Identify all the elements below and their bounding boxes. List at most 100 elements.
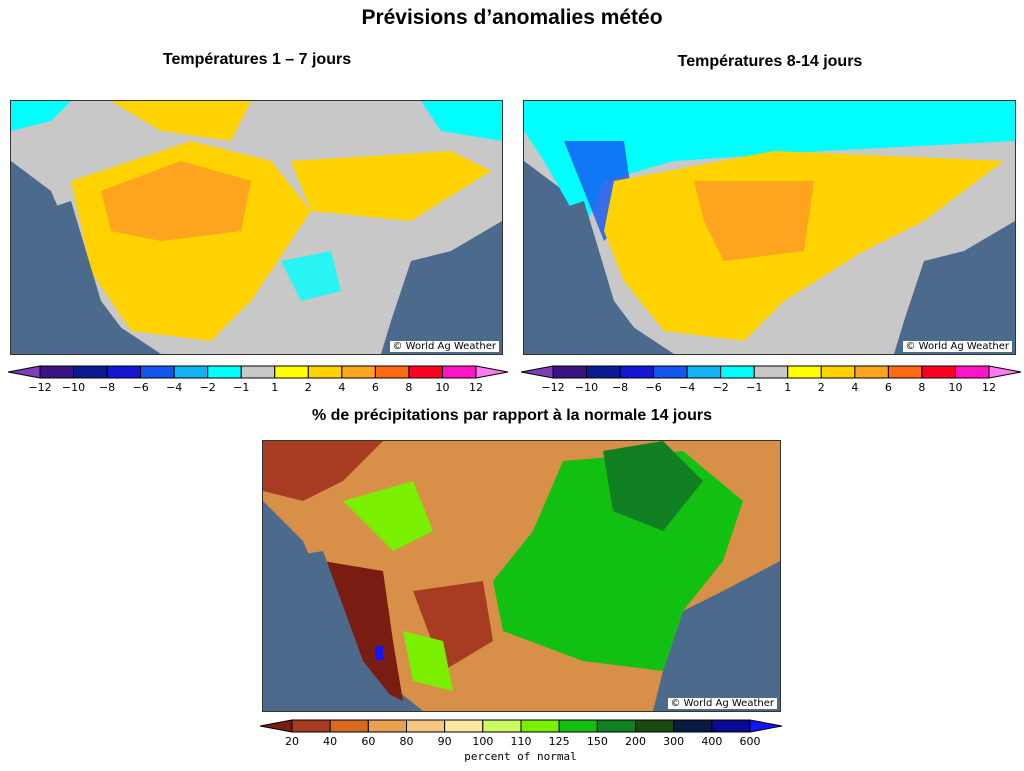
colorbar-tick-label: 6 — [885, 381, 892, 394]
colorbar-tick-label: 2 — [818, 381, 825, 394]
colorbar-box — [408, 365, 443, 379]
colorbar-low-triangle — [259, 719, 293, 733]
colorbar-box — [441, 365, 477, 379]
page-title: Prévisions d’anomalies météo — [361, 6, 663, 29]
colorbar-tick-label: −1 — [233, 381, 249, 394]
colorbar-box — [558, 719, 598, 733]
colorbar-tick-label: −1 — [746, 381, 762, 394]
colorbar-tick-label: 8 — [918, 381, 925, 394]
temp-left-title: Températures 1 – 7 jours — [162, 51, 352, 68]
colorbar-tick-label: −4 — [679, 381, 695, 394]
colorbar-tick-label: 90 — [438, 735, 452, 748]
colorbar-tick-label: 8 — [405, 381, 412, 394]
colorbar-box — [673, 719, 713, 733]
colorbar-tick-label: 1 — [784, 381, 791, 394]
colorbar-tick-label: 400 — [701, 735, 722, 748]
precip-title: % de précipitations par rapport à la nor… — [311, 407, 713, 424]
colorbar-box — [520, 719, 560, 733]
colorbar-tick-label: 6 — [372, 381, 379, 394]
colorbar-box — [444, 719, 484, 733]
colorbar-tick-label: 300 — [663, 735, 684, 748]
colorbar-high-triangle — [475, 365, 509, 379]
precip-map-image — [263, 441, 780, 711]
colorbar-tick-label: 100 — [472, 735, 493, 748]
colorbar-box — [406, 719, 446, 733]
credit-label: © World Ag Weather — [902, 341, 1012, 352]
colorbar-box — [140, 365, 175, 379]
colorbar-tick-label: −2 — [200, 381, 216, 394]
colorbar-box — [39, 365, 75, 379]
colorbar-box — [586, 365, 621, 379]
colorbar-tick-label: 2 — [305, 381, 312, 394]
colorbar-box — [820, 365, 856, 379]
colorbar-box — [854, 365, 889, 379]
colorbar-tick-label: −12 — [28, 381, 51, 394]
colorbar-tick-label: 20 — [285, 735, 299, 748]
colorbar-tick-label: 125 — [549, 735, 570, 748]
colorbar-tick-label: −6 — [646, 381, 662, 394]
colorbar-tick-label: 40 — [323, 735, 337, 748]
precip-unit-label: percent of normal — [464, 750, 577, 763]
colorbar-tick-label: 600 — [740, 735, 761, 748]
colorbar-box — [274, 365, 309, 379]
colorbar-tick-label: −8 — [612, 381, 628, 394]
colorbar-tick-label: −6 — [133, 381, 149, 394]
temp-right-colorbar: −12 −10 −8 −6 −4 −2 −1 1 2 4 6 8 10 12 — [520, 364, 1022, 401]
colorbar-box — [207, 365, 242, 379]
colorbar-box — [596, 719, 637, 733]
colorbar-tick-label: −8 — [99, 381, 115, 394]
colorbar-tick-label: 60 — [361, 735, 375, 748]
colorbar-box — [291, 719, 331, 733]
colorbar-box — [686, 365, 722, 379]
temp-1-7-map: © World Ag Weather — [10, 100, 503, 355]
colorbar-box — [711, 719, 751, 733]
colorbar-tick-label: 4 — [338, 381, 345, 394]
temp-right-title: Températures 8-14 jours — [677, 53, 863, 70]
precip-map: © World Ag Weather — [262, 440, 781, 712]
colorbar-box — [635, 719, 675, 733]
colorbar-box — [307, 365, 343, 379]
colorbar-box — [552, 365, 588, 379]
temp-1-7-map-image — [11, 101, 502, 354]
colorbar-tick-label: 1 — [271, 381, 278, 394]
colorbar-box — [720, 365, 755, 379]
colorbar-box — [106, 365, 142, 379]
colorbar-tick-label: 200 — [625, 735, 646, 748]
colorbar-box — [753, 365, 789, 379]
colorbar-box — [954, 365, 990, 379]
colorbar-tick-label: −10 — [575, 381, 598, 394]
colorbar-high-triangle — [749, 719, 783, 733]
colorbar-box — [653, 365, 688, 379]
colorbar-tick-label: −12 — [541, 381, 564, 394]
colorbar-tick-label: 12 — [469, 381, 483, 394]
temp-8-14-map-image — [524, 101, 1015, 354]
colorbar-box — [787, 365, 822, 379]
colorbar-high-triangle — [988, 365, 1022, 379]
colorbar-box — [482, 719, 522, 733]
colorbar-tick-label: −10 — [62, 381, 85, 394]
colorbar-box — [619, 365, 655, 379]
colorbar-box — [887, 365, 923, 379]
temp-left-colorbar: −12 −10 −8 −6 −4 −2 −1 1 2 4 6 8 10 12 — [7, 364, 509, 401]
colorbar-tick-label: 10 — [948, 381, 962, 394]
colorbar-box — [240, 365, 276, 379]
precip-colorbar: 20 40 60 80 90 100 110 125 150 200 300 400 600 — [259, 718, 783, 753]
temp-8-14-map: © World Ag Weather — [523, 100, 1016, 355]
credit-label: © World Ag Weather — [389, 341, 499, 352]
colorbar-tick-label: −4 — [166, 381, 182, 394]
colorbar-tick-label: 10 — [435, 381, 449, 394]
colorbar-box — [341, 365, 376, 379]
colorbar-low-triangle — [7, 365, 41, 379]
colorbar-tick-label: 80 — [400, 735, 414, 748]
colorbar-tick-label: 150 — [587, 735, 608, 748]
colorbar-tick-label: 110 — [511, 735, 532, 748]
colorbar-tick-label: 4 — [851, 381, 858, 394]
colorbar-box — [173, 365, 209, 379]
colorbar-box — [921, 365, 956, 379]
credit-label: © World Ag Weather — [667, 698, 777, 709]
colorbar-box — [367, 719, 408, 733]
colorbar-tick-label: −2 — [713, 381, 729, 394]
colorbar-box — [73, 365, 108, 379]
colorbar-tick-label: 12 — [982, 381, 996, 394]
colorbar-low-triangle — [520, 365, 554, 379]
